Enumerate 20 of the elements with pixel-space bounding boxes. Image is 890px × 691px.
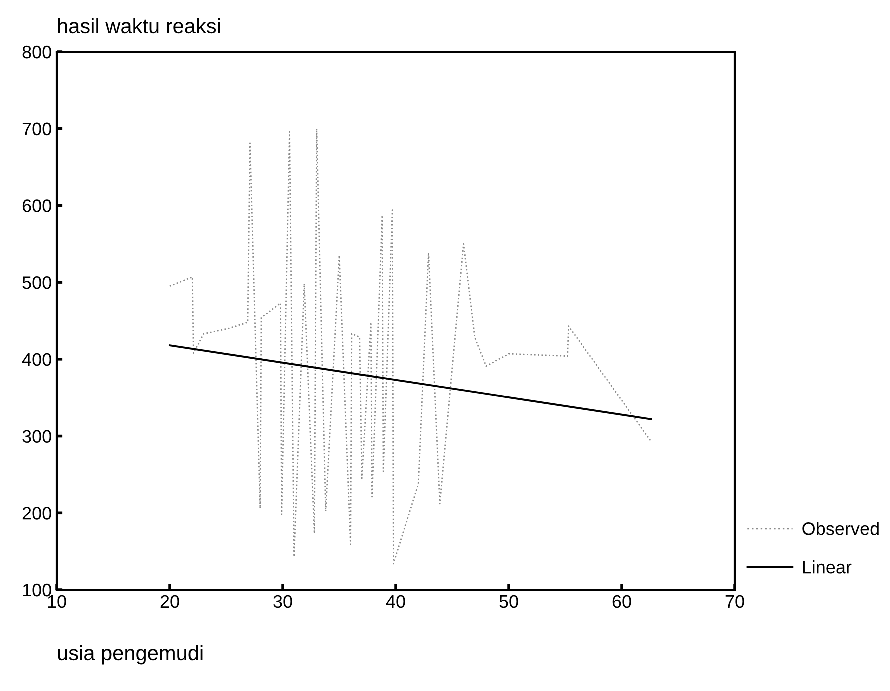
y-tick-label: 800 [22,46,52,59]
x-tick-label: 60 [612,595,632,608]
legend-label: Observed [802,522,879,536]
y-tick-label: 600 [22,200,52,212]
y-tick-label: 100 [23,584,52,597]
x-axis-title: usia pengemudi [58,645,203,665]
x-tick-label: 10 [48,595,66,608]
y-tick-label: 300 [22,430,52,444]
y-tick-label: 700 [22,122,52,136]
x-tick-label: 50 [500,595,518,608]
legend-label: Linear [803,560,852,574]
y-axis-title: hasil waktu reaksi [58,18,220,34]
x-tick-label: 30 [274,595,292,608]
y-tick-label: 200 [22,507,52,520]
x-tick-label: 70 [726,595,744,608]
line-series [169,128,652,565]
y-tick-label: 500 [22,276,52,290]
x-tick-label: 20 [160,595,180,608]
x-tick-label: 40 [386,595,406,608]
y-tick-label: 400 [22,353,52,366]
